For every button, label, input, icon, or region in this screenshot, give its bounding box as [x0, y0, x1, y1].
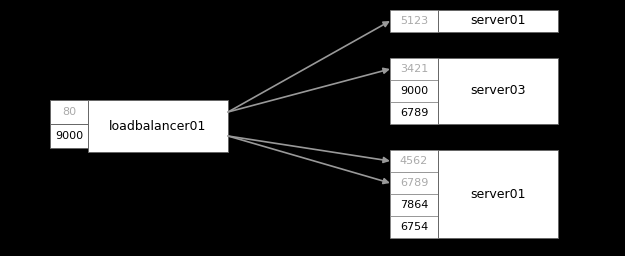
Bar	[390, 172, 438, 194]
Text: server01: server01	[470, 15, 526, 27]
Text: 3421: 3421	[400, 64, 428, 74]
Text: 80: 80	[62, 107, 76, 117]
Bar	[390, 216, 438, 238]
Bar	[390, 58, 438, 80]
Bar	[390, 194, 438, 216]
Text: 7864: 7864	[400, 200, 428, 210]
Bar	[390, 10, 438, 32]
Bar	[50, 124, 88, 148]
Bar	[438, 10, 558, 32]
Text: 9000: 9000	[400, 86, 428, 96]
Bar	[390, 102, 438, 124]
Bar	[390, 80, 438, 102]
Bar	[438, 58, 558, 124]
Text: loadbalancer01: loadbalancer01	[109, 120, 207, 133]
Text: 9000: 9000	[55, 131, 83, 141]
Text: server03: server03	[470, 84, 526, 98]
Bar	[438, 150, 558, 238]
Text: 5123: 5123	[400, 16, 428, 26]
Text: 6789: 6789	[400, 178, 428, 188]
Text: 6789: 6789	[400, 108, 428, 118]
Bar	[50, 100, 88, 124]
Text: 4562: 4562	[400, 156, 428, 166]
Bar	[88, 100, 228, 152]
Text: 6754: 6754	[400, 222, 428, 232]
Bar	[390, 150, 438, 172]
Text: server01: server01	[470, 187, 526, 200]
